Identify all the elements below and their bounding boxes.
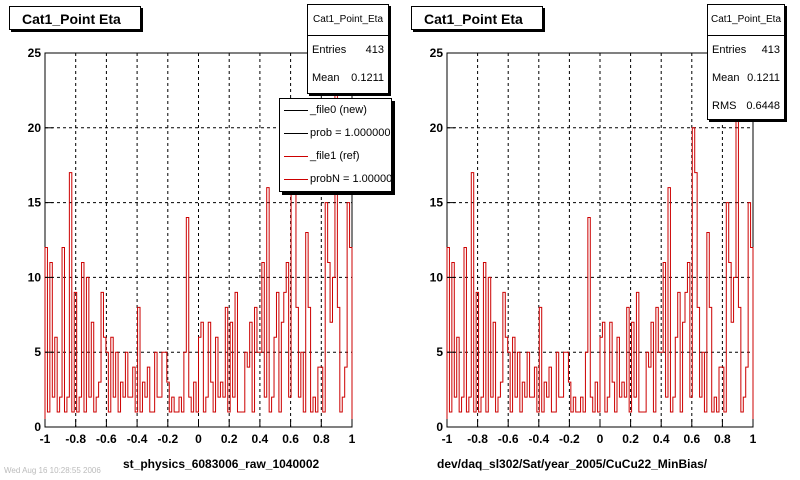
legend-box: _file0 (new) prob = 1.000000 _file1 (ref… [279, 98, 392, 192]
right-y-tick-label-1: 5 [436, 345, 443, 359]
left-x-tick-label-5: 0 [195, 432, 202, 446]
legend-entry-ref: _file1 (ref) [280, 145, 391, 168]
legend-line-new [284, 110, 308, 111]
left-x-tick-label-7: 0.4 [252, 432, 269, 446]
right-x-tick-label-8: 0.6 [683, 432, 700, 446]
left-x-tick-label-9: 0.8 [313, 432, 330, 446]
right-stats-title: Cat1_Point_Eta [708, 5, 784, 36]
left-x-tick-label-8: 0.6 [282, 432, 299, 446]
left-stats-row-mean: Mean 0.1211 [308, 64, 388, 92]
left-stats-title: Cat1_Point_Eta [308, 5, 388, 36]
legend-entry-probn: probN = 1.000000 [280, 168, 391, 191]
right-x-tick-label-2: -0.6 [498, 432, 519, 446]
left-stats-box: Cat1_Point_Eta Entries 413 Mean 0.1211 [307, 4, 389, 94]
right-plot-title-text: Cat1_Point Eta [424, 11, 523, 27]
left-stats-mean-key: Mean [312, 72, 340, 84]
right-stats-mean-key: Mean [712, 72, 740, 84]
legend-entry-prob: prob = 1.000000 [280, 122, 391, 145]
right-y-tick-label-0: 0 [436, 420, 443, 434]
right-stats-mean-value: 0.1211 [747, 72, 780, 84]
left-x-tick-label-6: 0.2 [221, 432, 238, 446]
left-x-tick-label-4: -0.2 [157, 432, 178, 446]
right-x-tick-label-9: 0.8 [714, 432, 731, 446]
right-stats-row-mean: Mean 0.1211 [708, 64, 784, 92]
right-x-tick-label-5: 0 [597, 432, 604, 446]
right-x-tick-label-10: 1 [750, 432, 757, 446]
right-y-tick-label-5: 25 [430, 46, 444, 60]
right-y-tick-label-2: 10 [430, 270, 444, 284]
right-plot-title: Cat1_Point Eta [411, 6, 543, 30]
legend-line-probn [284, 179, 308, 180]
left-x-tick-label-1: -0.8 [65, 432, 86, 446]
right-y-tick-label-3: 15 [430, 196, 444, 210]
left-stats-entries-key: Entries [312, 44, 347, 56]
right-stats-rms-key: RMS [712, 100, 737, 112]
left-x-tick-label-2: -0.6 [96, 432, 117, 446]
left-y-tick-label-3: 15 [28, 196, 42, 210]
right-stats-rms-value: 0.6448 [746, 100, 780, 112]
legend-label-prob: prob = 1.000000 [310, 127, 391, 139]
left-series-0-line [44, 67, 353, 427]
right-x-axis-title: dev/daq_sl302/Sat/year_2005/CuCu22_MinBi… [437, 457, 708, 471]
left-y-tick-label-4: 20 [28, 121, 42, 135]
left-y-tick-label-2: 10 [28, 270, 42, 284]
right-x-tick-label-0: -1 [442, 432, 453, 446]
left-x-tick-label-10: 1 [349, 432, 356, 446]
legend-entry-new: _file0 (new) [280, 99, 391, 122]
right-stats-row-rms: RMS 0.6448 [708, 92, 784, 120]
left-stats-entries-value: 413 [365, 44, 384, 56]
right-stats-box: Cat1_Point_Eta Entries 413 Mean 0.1211 R… [707, 4, 785, 120]
right-y-tick-label-4: 20 [430, 121, 444, 135]
left-stats-mean-value: 0.1211 [351, 72, 384, 84]
right-series-0-line [446, 67, 754, 427]
left-x-axis-title: st_physics_6083006_raw_1040002 [123, 457, 320, 471]
right-x-tick-label-7: 0.4 [653, 432, 670, 446]
left-stats-row-entries: Entries 413 [308, 36, 388, 64]
right-stats-entries-key: Entries [712, 44, 747, 56]
right-x-tick-label-4: -0.2 [559, 432, 580, 446]
legend-line-ref [284, 156, 308, 157]
footer-timestamp: Wed Aug 16 10:28:55 2006 [4, 466, 101, 475]
left-y-tick-label-1: 5 [34, 345, 41, 359]
right-stats-row-entries: Entries 413 [708, 36, 784, 64]
legend-line-prob [284, 133, 308, 134]
right-stats-entries-value: 413 [761, 44, 780, 56]
legend-label-probn: probN = 1.000000 [310, 173, 392, 185]
right-x-tick-label-6: 0.2 [622, 432, 639, 446]
right-x-tick-label-3: -0.4 [528, 432, 549, 446]
left-plot-title: Cat1_Point Eta [9, 6, 141, 30]
left-y-tick-label-5: 25 [28, 46, 42, 60]
legend-label-new: _file0 (new) [310, 104, 367, 116]
legend-label-ref: _file1 (ref) [310, 150, 360, 162]
right-x-tick-label-1: -0.8 [467, 432, 488, 446]
left-plot-title-text: Cat1_Point Eta [22, 11, 121, 27]
left-x-tick-label-0: -1 [40, 432, 51, 446]
left-y-tick-label-0: 0 [34, 420, 41, 434]
left-x-tick-label-3: -0.4 [127, 432, 148, 446]
